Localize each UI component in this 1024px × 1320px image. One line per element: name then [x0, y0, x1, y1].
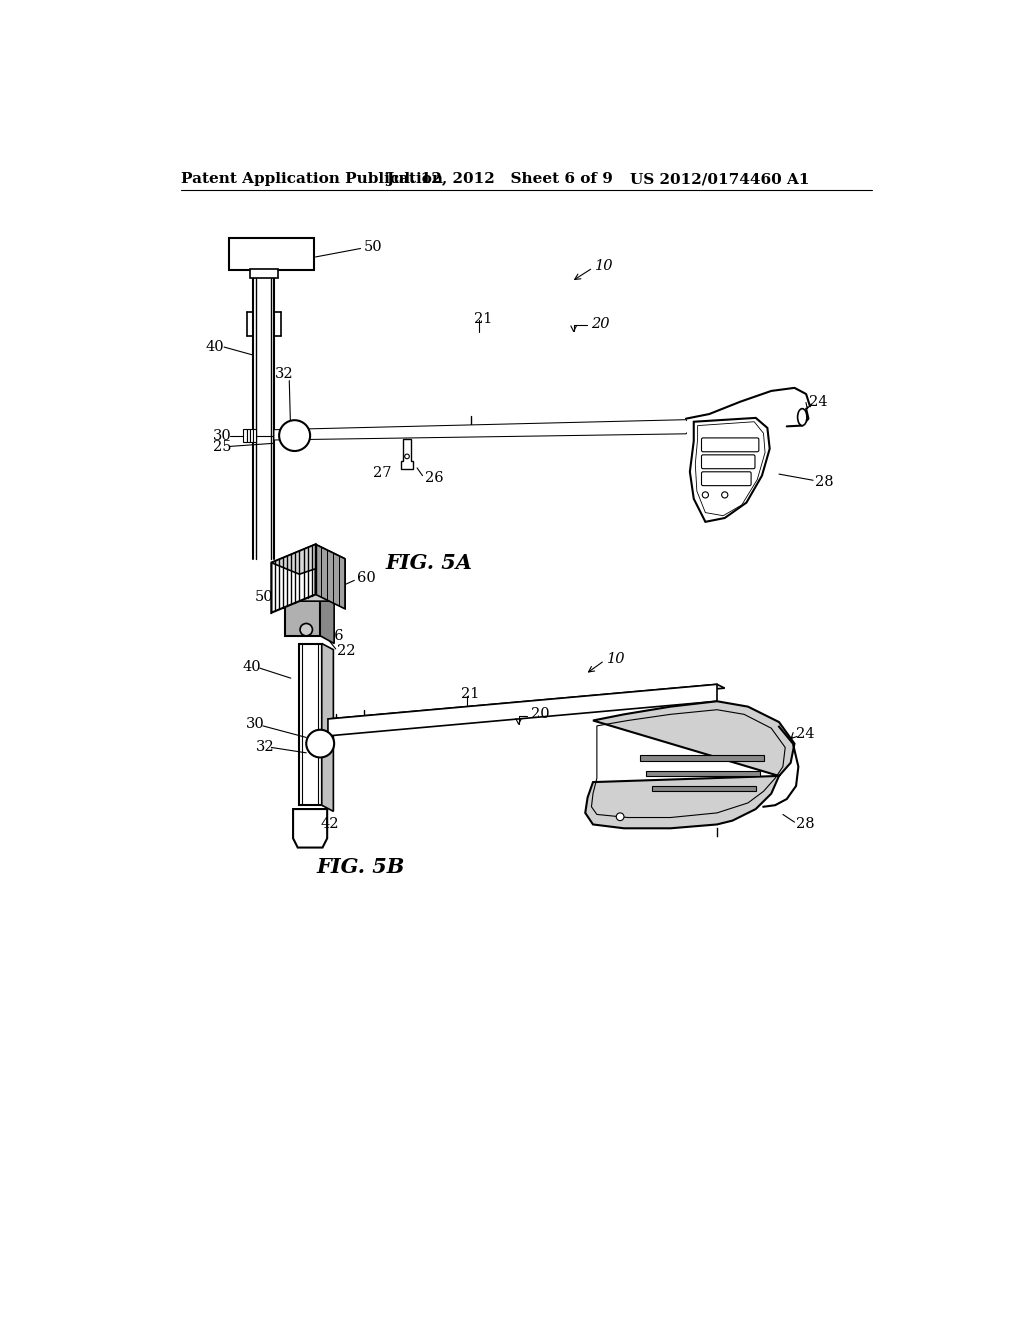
Text: 60: 60	[356, 572, 376, 585]
Polygon shape	[315, 544, 345, 609]
FancyBboxPatch shape	[701, 471, 751, 486]
Circle shape	[702, 492, 709, 498]
Polygon shape	[652, 785, 756, 792]
Text: 42: 42	[321, 817, 339, 832]
Bar	[244, 429, 247, 442]
FancyBboxPatch shape	[701, 438, 759, 451]
Text: US 2012/0174460 A1: US 2012/0174460 A1	[630, 172, 810, 186]
Circle shape	[300, 623, 312, 636]
Text: 28: 28	[815, 475, 835, 488]
Polygon shape	[640, 755, 764, 760]
Polygon shape	[321, 594, 334, 644]
Text: 27: 27	[373, 466, 391, 479]
Circle shape	[306, 730, 334, 758]
Polygon shape	[271, 544, 315, 612]
Text: 56: 56	[326, 628, 344, 643]
Text: 30: 30	[246, 717, 264, 731]
Bar	[247, 429, 250, 442]
Text: 32: 32	[275, 367, 294, 381]
Polygon shape	[286, 594, 334, 601]
Text: 40: 40	[243, 660, 261, 673]
Text: 28: 28	[796, 817, 815, 832]
Text: FIG. 5B: FIG. 5B	[316, 857, 404, 876]
Polygon shape	[646, 771, 760, 776]
Text: 20: 20	[531, 708, 550, 721]
Bar	[250, 268, 278, 277]
Polygon shape	[274, 420, 686, 440]
Polygon shape	[286, 594, 321, 636]
Polygon shape	[690, 418, 770, 521]
Text: 22: 22	[337, 644, 355, 659]
Polygon shape	[328, 684, 717, 737]
Circle shape	[280, 420, 310, 451]
Polygon shape	[293, 809, 328, 847]
Text: 26: 26	[425, 471, 443, 484]
Text: 30: 30	[213, 429, 232, 442]
Text: 10: 10	[595, 259, 613, 273]
Text: 21: 21	[474, 312, 492, 326]
Bar	[299, 644, 322, 805]
Text: 25: 25	[213, 440, 231, 454]
Bar	[253, 429, 256, 442]
Text: 10: 10	[607, 652, 626, 665]
Text: Jul. 12, 2012   Sheet 6 of 9: Jul. 12, 2012 Sheet 6 of 9	[386, 172, 613, 186]
Polygon shape	[271, 544, 345, 574]
Text: FIG. 5A: FIG. 5A	[385, 553, 472, 573]
Text: 24: 24	[796, 726, 814, 741]
Text: 50: 50	[364, 240, 382, 253]
FancyBboxPatch shape	[701, 455, 755, 469]
Polygon shape	[586, 701, 795, 829]
Text: 40: 40	[206, 341, 224, 354]
Bar	[228, 238, 314, 271]
Polygon shape	[400, 440, 414, 469]
Text: 21: 21	[461, 686, 479, 701]
Circle shape	[616, 813, 624, 821]
Text: Patent Application Publication: Patent Application Publication	[180, 172, 442, 186]
Bar	[250, 429, 253, 442]
Polygon shape	[328, 684, 725, 723]
Text: 24: 24	[809, 396, 827, 409]
Ellipse shape	[798, 409, 807, 425]
Polygon shape	[322, 644, 334, 812]
Circle shape	[404, 454, 410, 459]
Text: 50: 50	[254, 590, 273, 605]
Text: 32: 32	[256, 741, 274, 755]
Circle shape	[722, 492, 728, 498]
Text: 20: 20	[592, 317, 610, 331]
